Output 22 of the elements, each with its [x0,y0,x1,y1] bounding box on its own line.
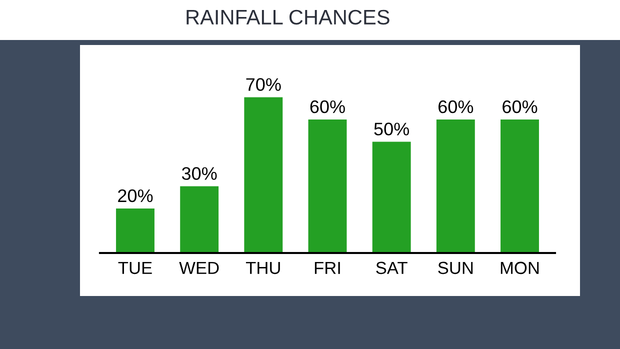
x-tick-label: FRI [314,262,340,274]
data-label: 60% [502,100,538,114]
data-label: 50% [374,122,410,136]
data-label: 20% [118,189,153,202]
x-tick-label: SUN [438,262,473,274]
data-label: 60% [438,100,474,114]
bar [180,186,219,253]
data-label: 70% [246,78,281,91]
data-label: 30% [182,167,217,180]
data-label: 60% [310,100,345,114]
bar [244,97,283,253]
x-tick-label: THU [246,262,280,274]
x-tick-label: TUE [118,262,152,274]
bar [308,120,347,253]
x-tick-label: SAT [376,262,408,274]
x-tick-label: MON [500,262,539,274]
chart-title: RAINFALL CHANCES [186,10,390,25]
bar [372,142,411,253]
bar [500,120,539,253]
bar [436,120,475,253]
x-tick-label: WED [179,262,219,274]
bar [116,208,154,253]
